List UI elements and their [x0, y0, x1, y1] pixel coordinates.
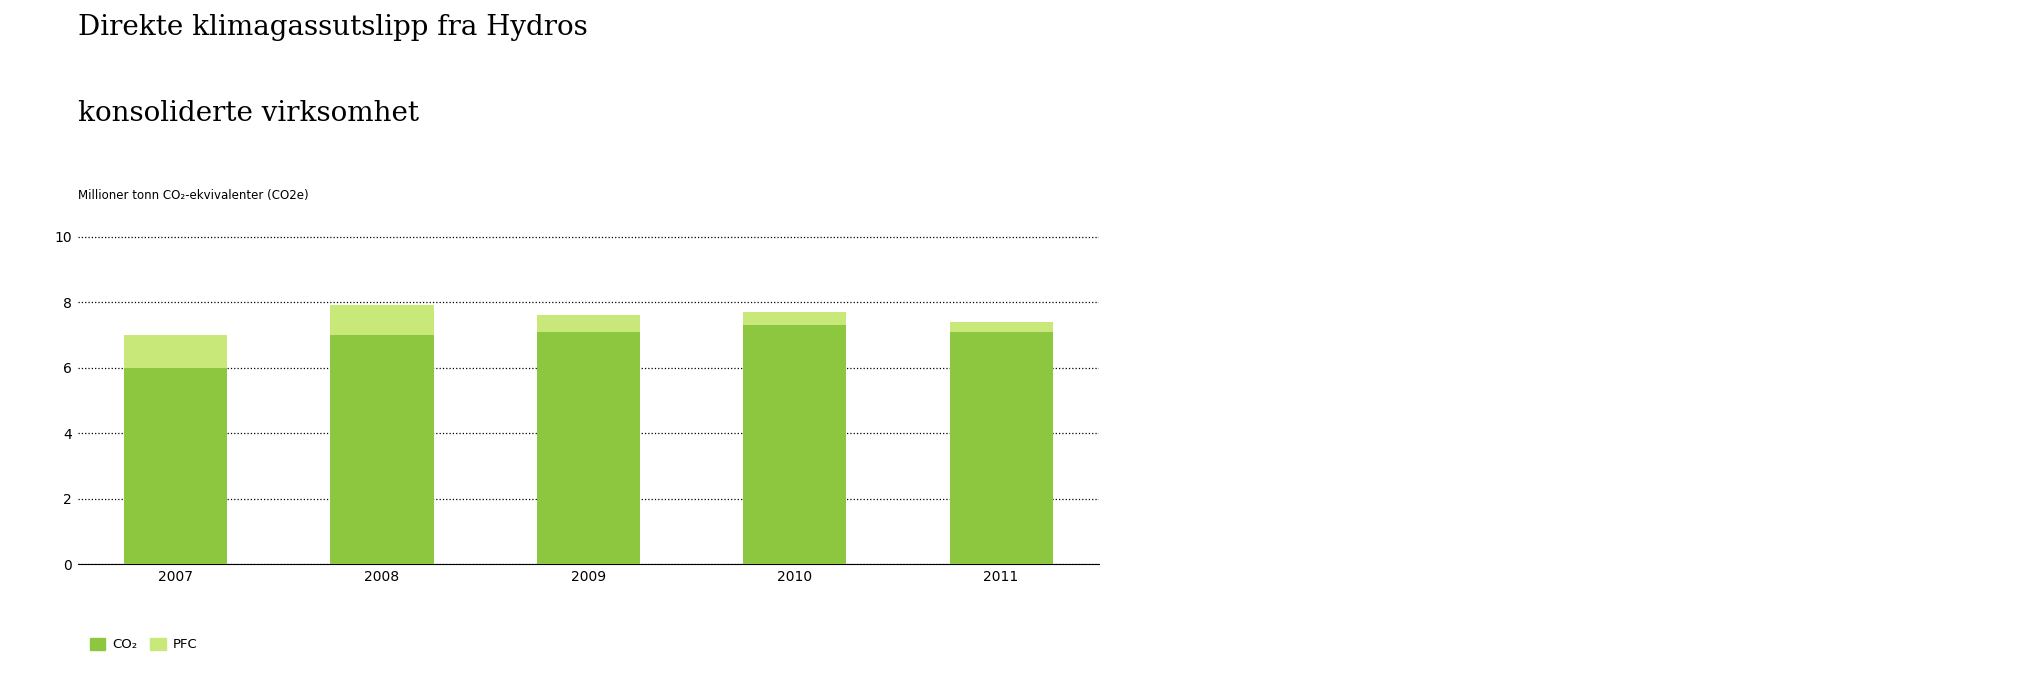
Bar [125, 335, 227, 367]
Bar [125, 367, 227, 564]
Legend: CO₂, PFC: CO₂, PFC [84, 633, 202, 656]
Bar [537, 332, 639, 564]
Bar [744, 312, 846, 325]
Bar [331, 305, 433, 335]
Bar [537, 315, 639, 332]
Text: Millioner tonn CO₂-ekvivalenter (CO2e): Millioner tonn CO₂-ekvivalenter (CO2e) [78, 189, 308, 202]
Bar [950, 332, 1052, 564]
Bar [331, 335, 433, 564]
Bar [950, 322, 1052, 332]
Text: konsoliderte virksomhet: konsoliderte virksomhet [78, 100, 419, 127]
Text: Direkte klimagassutslipp fra Hydros: Direkte klimagassutslipp fra Hydros [78, 14, 588, 41]
Bar [744, 325, 846, 564]
